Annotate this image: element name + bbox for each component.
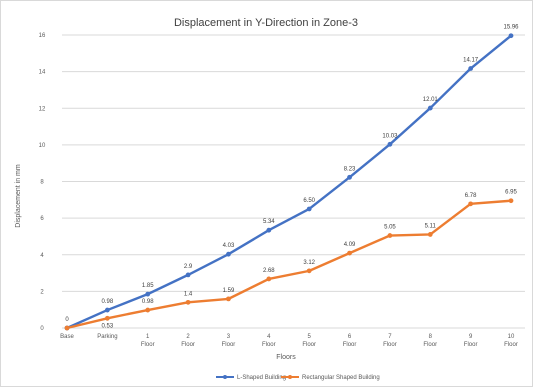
x-axis-ticks: Base Parking 1 Floor 2 Floor 3 Floor 4 Floor 5 Floo… [60, 334, 518, 348]
data-label: 0.53 [102, 323, 114, 329]
data-point [104, 315, 110, 321]
x-tick-label: Parking [97, 334, 117, 340]
chart-title: Displacement in Y-Direction in Zone-3 [174, 17, 358, 29]
x-tick-label: Floor [262, 342, 276, 348]
data-label: 0.98 [142, 299, 154, 305]
x-tick-label: Floor [302, 342, 316, 348]
data-point [427, 232, 433, 237]
data-label: 14.17 [463, 58, 479, 64]
x-tick-label: Floor [141, 342, 155, 348]
x-tick-label: 2 [186, 334, 190, 340]
data-label: 5.34 [263, 219, 275, 225]
x-tick-label: 3 [227, 334, 231, 340]
data-point [347, 174, 352, 180]
data-point [387, 141, 393, 147]
y-axis-title: Displacement in mm [15, 164, 22, 228]
legend-marker [288, 375, 292, 379]
y-tick-label: 4 [40, 253, 44, 259]
data-point [306, 206, 312, 212]
data-point [266, 276, 272, 282]
legend-label: L-Shaped Building [237, 375, 286, 381]
x-tick-label: Base [60, 334, 74, 340]
series-line [66, 199, 512, 330]
x-tick-label: Floor [181, 342, 195, 348]
data-point [508, 198, 514, 204]
data-label: 1.85 [142, 283, 154, 289]
x-tick-label: 9 [469, 334, 473, 340]
y-tick-label: 2 [40, 289, 44, 295]
data-point [347, 250, 352, 256]
data-label: 4.09 [344, 242, 356, 248]
y-tick-label: 0 [40, 326, 44, 332]
data-point [185, 272, 191, 278]
y-axis-ticks: 0 2 4 6 8 10 12 14 16 [39, 33, 46, 332]
data-label: 1.59 [223, 288, 235, 294]
data-point [266, 227, 272, 233]
x-tick-label: Floor [222, 342, 236, 348]
x-tick-label: Floor [383, 342, 397, 348]
x-tick-label: Floor [464, 342, 478, 348]
legend-label: Rectangular Shaped Building [302, 375, 380, 381]
y-tick-label: 10 [39, 143, 46, 149]
data-label: 12.01 [423, 97, 439, 103]
data-point [468, 66, 474, 71]
data-label: 2.9 [184, 264, 193, 270]
data-label: 0 [65, 317, 69, 323]
data-label: 5.05 [384, 225, 396, 231]
y-tick-label: 16 [39, 33, 46, 39]
data-point [306, 268, 312, 274]
x-tick-label: 10 [508, 334, 515, 340]
data-label: 8.23 [344, 166, 356, 172]
x-tick-label: 5 [308, 334, 312, 340]
data-label: 6.50 [303, 198, 315, 204]
data-point [145, 307, 151, 313]
y-tick-label: 14 [39, 70, 46, 76]
data-label: 4.03 [223, 243, 235, 249]
data-point [226, 251, 231, 257]
data-label: 5.11 [425, 223, 437, 229]
x-tick-label: 6 [348, 334, 352, 340]
data-point [64, 325, 70, 331]
data-point [145, 291, 151, 297]
x-axis-title: Floors [276, 354, 296, 361]
legend-marker [223, 375, 227, 379]
x-tick-label: 8 [429, 334, 433, 340]
data-label: 0.98 [102, 299, 114, 305]
data-point [508, 33, 514, 39]
x-tick-label: 7 [388, 334, 392, 340]
data-label: 2.68 [263, 268, 275, 274]
x-tick-label: Floor [343, 342, 357, 348]
data-label: 6.95 [505, 190, 517, 196]
data-point [104, 307, 110, 313]
x-tick-label: Floor [423, 342, 437, 348]
data-label: 10.03 [382, 133, 398, 139]
y-tick-label: 12 [39, 106, 46, 112]
data-label: 3.12 [303, 260, 315, 266]
series-line [66, 34, 512, 330]
gridlines [62, 34, 525, 329]
y-tick-label: 6 [40, 216, 44, 222]
data-label: 6.78 [465, 193, 477, 199]
data-point [226, 296, 231, 302]
x-tick-label: 4 [267, 334, 271, 340]
x-tick-label: 1 [146, 334, 150, 340]
data-point [387, 233, 393, 238]
data-label: 1.4 [184, 291, 193, 297]
x-tick-label: Floor [504, 342, 518, 348]
data-point [468, 201, 474, 207]
series-layer: 0 0.98 1.85 2.9 4.03 5.34 6.50 8.23 10.03 12.01 14… [64, 25, 519, 331]
data-point [185, 299, 191, 305]
legend: L-Shaped Building Rectangular Shaped Buil… [216, 375, 380, 381]
data-label: 15.96 [503, 25, 519, 31]
y-tick-label: 8 [40, 180, 44, 186]
data-point [427, 105, 433, 111]
